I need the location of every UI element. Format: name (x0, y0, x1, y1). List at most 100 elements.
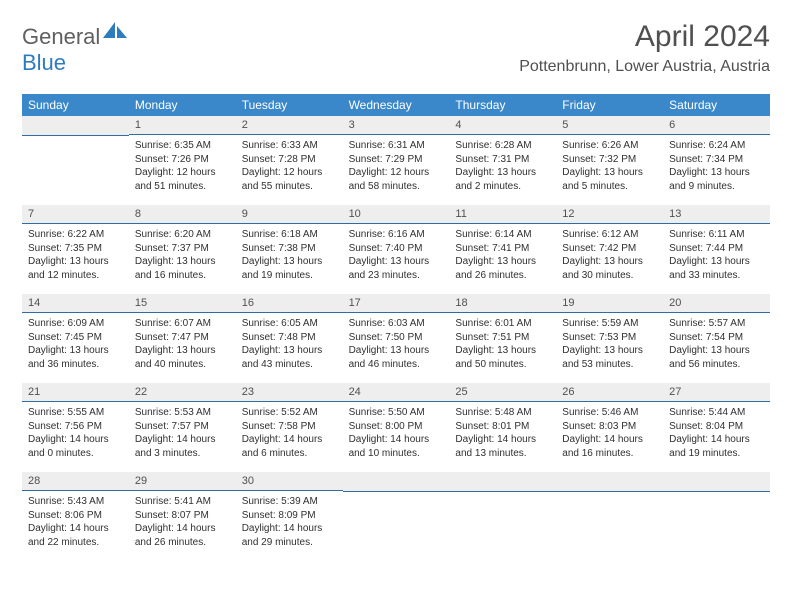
sunrise-text: Sunrise: 6:28 AM (455, 139, 550, 153)
day-details: Sunrise: 6:14 AMSunset: 7:41 PMDaylight:… (449, 224, 556, 294)
day-details: Sunrise: 6:33 AMSunset: 7:28 PMDaylight:… (236, 135, 343, 205)
daylight-text: Daylight: 13 hours and 53 minutes. (562, 344, 657, 371)
day-cell: 30Sunrise: 5:39 AMSunset: 8:09 PMDayligh… (236, 472, 343, 561)
day-cell: 18Sunrise: 6:01 AMSunset: 7:51 PMDayligh… (449, 294, 556, 383)
day-details: Sunrise: 6:28 AMSunset: 7:31 PMDaylight:… (449, 135, 556, 205)
day-cell: 4Sunrise: 6:28 AMSunset: 7:31 PMDaylight… (449, 116, 556, 205)
week-row: 14Sunrise: 6:09 AMSunset: 7:45 PMDayligh… (22, 294, 770, 383)
daylight-text: Daylight: 13 hours and 19 minutes. (242, 255, 337, 282)
day-details (556, 492, 663, 508)
sunset-text: Sunset: 7:47 PM (135, 331, 230, 345)
day-cell: 22Sunrise: 5:53 AMSunset: 7:57 PMDayligh… (129, 383, 236, 472)
day-number: 20 (663, 294, 770, 313)
empty-day-number (22, 116, 129, 136)
sunset-text: Sunset: 7:57 PM (135, 420, 230, 434)
sunrise-text: Sunrise: 5:46 AM (562, 406, 657, 420)
daylight-text: Daylight: 13 hours and 50 minutes. (455, 344, 550, 371)
day-number: 4 (449, 116, 556, 135)
day-number: 8 (129, 205, 236, 224)
daylight-text: Daylight: 13 hours and 36 minutes. (28, 344, 123, 371)
sunset-text: Sunset: 7:35 PM (28, 242, 123, 256)
sunrise-text: Sunrise: 6:35 AM (135, 139, 230, 153)
day-headers-row: SundayMondayTuesdayWednesdayThursdayFrid… (22, 94, 770, 116)
sunset-text: Sunset: 7:42 PM (562, 242, 657, 256)
day-cell: 2Sunrise: 6:33 AMSunset: 7:28 PMDaylight… (236, 116, 343, 205)
daylight-text: Daylight: 13 hours and 5 minutes. (562, 166, 657, 193)
page-header: General Blue April 2024 Pottenbrunn, Low… (22, 20, 770, 76)
day-details: Sunrise: 5:50 AMSunset: 8:00 PMDaylight:… (343, 402, 450, 472)
sunrise-text: Sunrise: 6:31 AM (349, 139, 444, 153)
sunrise-text: Sunrise: 5:39 AM (242, 495, 337, 509)
day-number: 18 (449, 294, 556, 313)
day-details: Sunrise: 5:44 AMSunset: 8:04 PMDaylight:… (663, 402, 770, 472)
day-details: Sunrise: 6:16 AMSunset: 7:40 PMDaylight:… (343, 224, 450, 294)
sunset-text: Sunset: 7:45 PM (28, 331, 123, 345)
week-row: 7Sunrise: 6:22 AMSunset: 7:35 PMDaylight… (22, 205, 770, 294)
week-row: 1Sunrise: 6:35 AMSunset: 7:26 PMDaylight… (22, 116, 770, 205)
day-details: Sunrise: 5:55 AMSunset: 7:56 PMDaylight:… (22, 402, 129, 472)
day-cell (556, 472, 663, 561)
day-details: Sunrise: 5:43 AMSunset: 8:06 PMDaylight:… (22, 491, 129, 561)
day-details (343, 492, 450, 508)
day-cell: 19Sunrise: 5:59 AMSunset: 7:53 PMDayligh… (556, 294, 663, 383)
day-details: Sunrise: 6:35 AMSunset: 7:26 PMDaylight:… (129, 135, 236, 205)
sunrise-text: Sunrise: 6:09 AM (28, 317, 123, 331)
day-cell: 20Sunrise: 5:57 AMSunset: 7:54 PMDayligh… (663, 294, 770, 383)
day-cell: 6Sunrise: 6:24 AMSunset: 7:34 PMDaylight… (663, 116, 770, 205)
day-number: 13 (663, 205, 770, 224)
logo-text-general: General (22, 24, 100, 49)
daylight-text: Daylight: 13 hours and 26 minutes. (455, 255, 550, 282)
day-cell: 3Sunrise: 6:31 AMSunset: 7:29 PMDaylight… (343, 116, 450, 205)
day-number: 11 (449, 205, 556, 224)
day-cell: 25Sunrise: 5:48 AMSunset: 8:01 PMDayligh… (449, 383, 556, 472)
sunset-text: Sunset: 7:53 PM (562, 331, 657, 345)
day-cell (343, 472, 450, 561)
day-header: Sunday (22, 94, 129, 116)
day-number: 12 (556, 205, 663, 224)
day-header: Wednesday (343, 94, 450, 116)
sunrise-text: Sunrise: 6:12 AM (562, 228, 657, 242)
month-title: April 2024 (519, 20, 770, 54)
sunrise-text: Sunrise: 6:20 AM (135, 228, 230, 242)
empty-day-number (343, 472, 450, 492)
day-details: Sunrise: 5:59 AMSunset: 7:53 PMDaylight:… (556, 313, 663, 383)
day-number: 2 (236, 116, 343, 135)
daylight-text: Daylight: 14 hours and 22 minutes. (28, 522, 123, 549)
day-number: 5 (556, 116, 663, 135)
daylight-text: Daylight: 14 hours and 0 minutes. (28, 433, 123, 460)
day-cell: 17Sunrise: 6:03 AMSunset: 7:50 PMDayligh… (343, 294, 450, 383)
sunrise-text: Sunrise: 5:52 AM (242, 406, 337, 420)
sunset-text: Sunset: 7:54 PM (669, 331, 764, 345)
sunrise-text: Sunrise: 6:14 AM (455, 228, 550, 242)
day-number: 14 (22, 294, 129, 313)
day-number: 23 (236, 383, 343, 402)
day-details (663, 492, 770, 508)
day-cell: 7Sunrise: 6:22 AMSunset: 7:35 PMDaylight… (22, 205, 129, 294)
day-cell: 21Sunrise: 5:55 AMSunset: 7:56 PMDayligh… (22, 383, 129, 472)
week-row: 21Sunrise: 5:55 AMSunset: 7:56 PMDayligh… (22, 383, 770, 472)
logo-text-blue: Blue (22, 50, 66, 75)
daylight-text: Daylight: 14 hours and 26 minutes. (135, 522, 230, 549)
day-cell: 29Sunrise: 5:41 AMSunset: 8:07 PMDayligh… (129, 472, 236, 561)
daylight-text: Daylight: 13 hours and 30 minutes. (562, 255, 657, 282)
day-cell: 26Sunrise: 5:46 AMSunset: 8:03 PMDayligh… (556, 383, 663, 472)
day-number: 27 (663, 383, 770, 402)
daylight-text: Daylight: 12 hours and 51 minutes. (135, 166, 230, 193)
day-header: Tuesday (236, 94, 343, 116)
sunrise-text: Sunrise: 5:57 AM (669, 317, 764, 331)
daylight-text: Daylight: 13 hours and 12 minutes. (28, 255, 123, 282)
day-details: Sunrise: 5:46 AMSunset: 8:03 PMDaylight:… (556, 402, 663, 472)
daylight-text: Daylight: 13 hours and 9 minutes. (669, 166, 764, 193)
sunset-text: Sunset: 7:50 PM (349, 331, 444, 345)
sunset-text: Sunset: 8:09 PM (242, 509, 337, 523)
sunset-text: Sunset: 7:51 PM (455, 331, 550, 345)
sunset-text: Sunset: 7:28 PM (242, 153, 337, 167)
day-cell: 5Sunrise: 6:26 AMSunset: 7:32 PMDaylight… (556, 116, 663, 205)
day-cell: 12 Sunrise: 6:12 AMSunset: 7:42 PMDayligh… (556, 205, 663, 294)
day-number: 6 (663, 116, 770, 135)
day-details: Sunrise: 6:09 AMSunset: 7:45 PMDaylight:… (22, 313, 129, 383)
sunrise-text: Sunrise: 6:22 AM (28, 228, 123, 242)
daylight-text: Daylight: 12 hours and 58 minutes. (349, 166, 444, 193)
daylight-text: Daylight: 14 hours and 6 minutes. (242, 433, 337, 460)
sunset-text: Sunset: 7:31 PM (455, 153, 550, 167)
